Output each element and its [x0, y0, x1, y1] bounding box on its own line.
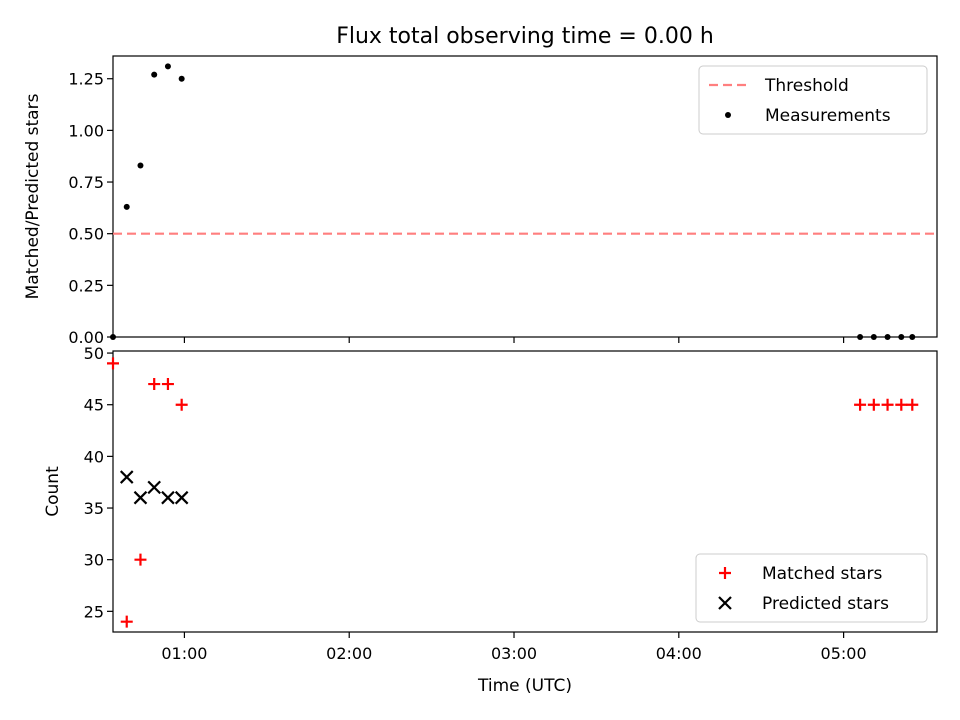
- matched-star-point: [134, 553, 147, 566]
- legend-label: Measurements: [765, 106, 891, 126]
- measurement-point: [884, 334, 891, 340]
- predicted-star-point: [161, 490, 175, 505]
- plot-top: 0.00 0.25 0.50 0.75 1.00 1.25 Matched/Predicte…: [23, 55, 938, 347]
- measurement-point: [870, 334, 877, 340]
- bottom-y-tick-label: 50: [84, 344, 104, 363]
- matched-star-point: [895, 398, 908, 411]
- legend-matched-swatch: [719, 567, 731, 579]
- measurement-point: [898, 334, 905, 340]
- top-y-tick-label: 0.25: [68, 276, 104, 295]
- measurement-point: [151, 71, 158, 78]
- bottom-x-tick-label: 01:00: [161, 644, 207, 663]
- bottom-x-tick-label: 03:00: [491, 644, 537, 663]
- predicted-star-point: [119, 470, 134, 484]
- matched-star-point: [148, 378, 161, 391]
- matched-star-point: [881, 398, 894, 411]
- matched-star-point: [175, 398, 188, 411]
- bottom-y-tick-label: 40: [84, 447, 104, 466]
- top-y-axis-label: Matched/Predicted stars: [23, 93, 43, 299]
- matched-star-point: [161, 378, 174, 391]
- predicted-star-point: [147, 480, 161, 495]
- measurement-point: [110, 334, 116, 340]
- bottom-x-tick-label: 04:00: [656, 644, 702, 663]
- legend-predicted-swatch: [718, 596, 732, 610]
- measurement-point: [857, 334, 864, 340]
- predicted-star-point: [174, 490, 189, 505]
- top-axes-frame: [112, 55, 938, 338]
- figure-title: Flux total observing time = 0.00 h: [336, 24, 714, 49]
- bottom-legend-box: [695, 553, 928, 623]
- legend-label: Matched stars: [762, 564, 882, 584]
- top-y-tick-label: 0.50: [68, 225, 104, 244]
- measurement-point: [137, 162, 144, 169]
- measurement-point: [909, 334, 916, 340]
- bottom-y-axis-label: Count: [43, 466, 63, 517]
- predicted-star-point: [133, 490, 148, 505]
- bottom-x-tick-label: 02:00: [326, 644, 372, 663]
- top-y-tick-label: 1.00: [68, 121, 104, 140]
- legend-label: Threshold: [764, 76, 849, 96]
- measurement-point: [123, 203, 130, 210]
- bottom-y-tick-label: 25: [84, 602, 104, 621]
- top-legend: Threshold Measurements: [698, 65, 928, 135]
- plot-bottom: 25 30 35 40 45 50 01:00 02:00 03:00 04:00 05:00 Cou…: [43, 344, 938, 663]
- top-legend-box: [698, 65, 928, 135]
- legend-measurements-swatch: [725, 112, 731, 118]
- measurement-point: [178, 75, 185, 82]
- legend-label: Predicted stars: [762, 594, 889, 614]
- bottom-y-tick-label: 45: [84, 396, 104, 415]
- x-axis-label: Time (UTC): [477, 676, 572, 696]
- bottom-y-tick-label: 30: [84, 551, 104, 570]
- matched-star-point: [854, 398, 867, 411]
- bottom-axes-frame: [112, 350, 938, 633]
- matched-star-point: [107, 357, 119, 370]
- bottom-x-tick-label: 05:00: [821, 644, 867, 663]
- bottom-legend: Matched stars Predicted stars: [695, 553, 928, 623]
- matched-star-point: [120, 615, 133, 628]
- top-y-tick-label: 0.00: [68, 328, 104, 347]
- top-y-tick-label: 0.75: [68, 173, 104, 192]
- measurement-point: [164, 63, 171, 70]
- bottom-y-tick-label: 35: [84, 499, 104, 518]
- matched-star-point: [906, 398, 919, 411]
- top-y-tick-label: 1.25: [68, 70, 104, 89]
- matched-star-point: [867, 398, 880, 411]
